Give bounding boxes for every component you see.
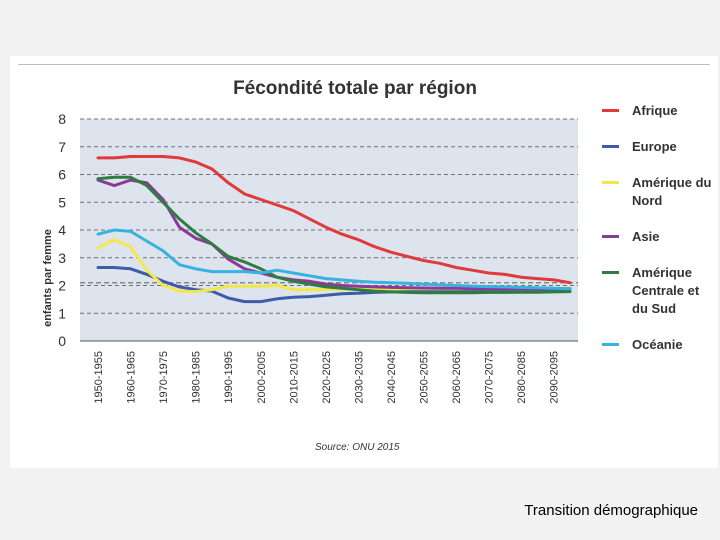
legend-label: Afrique — [632, 103, 678, 118]
x-tick-label: 2090-2095 — [549, 351, 561, 404]
x-tick-label: 2050-2055 — [419, 351, 431, 404]
legend-label: Amérique Centrale et du Sud — [632, 265, 700, 316]
y-tick-label: 8 — [58, 111, 66, 127]
legend-swatch — [602, 181, 619, 184]
x-tick-label: 2040-2045 — [386, 351, 398, 404]
y-axis-label: enfants par femme — [42, 229, 54, 327]
legend-label: Europe — [632, 139, 677, 154]
x-tick-label: 1970-1975 — [158, 351, 170, 404]
chart-title: Fécondité totale par région — [233, 78, 477, 99]
y-tick-label: 3 — [58, 250, 66, 266]
series-line-europe — [96, 266, 572, 304]
legend-label: Amérique du Nord — [632, 175, 712, 208]
legend-swatch — [602, 271, 619, 274]
x-tick-label: 2060-2065 — [451, 351, 463, 404]
x-tick-label: 1980-1985 — [191, 351, 203, 404]
series-line-asie — [96, 178, 572, 291]
x-tick-label: 2010-2015 — [288, 351, 300, 404]
legend-label: Asie — [632, 229, 660, 244]
slide-caption: Transition démographique — [524, 502, 698, 519]
chart: 0 1 2 3 4 5 6 7 8 1950-1955 1960-1965 1970-1975 1980… — [58, 111, 578, 404]
x-tick-label: 2030-2035 — [353, 351, 365, 404]
legend-swatch — [602, 235, 619, 238]
x-tick-label: 1950-1955 — [93, 351, 105, 404]
chart-panel: 0 1 2 3 4 5 6 7 8 1950-1955 1960-1965 1970-1975 1980… — [10, 56, 718, 468]
series-line-afrique — [96, 155, 572, 285]
legend-label: Océanie — [632, 337, 683, 352]
x-tick-label: 1960-1965 — [126, 351, 138, 404]
series-line-am-rique-centrale-et-du-sud — [96, 175, 572, 295]
y-tick-label: 7 — [58, 139, 66, 155]
legend-swatch — [602, 145, 619, 148]
x-tick-label: 1990-1995 — [223, 351, 235, 404]
x-tick-label: 2070-2075 — [484, 351, 496, 404]
y-tick-label: 1 — [58, 305, 66, 321]
x-tick-label: 2000-2005 — [256, 351, 268, 404]
legend-swatch — [602, 343, 619, 346]
y-tick-label: 5 — [58, 194, 66, 210]
x-tick-label: 2080-2085 — [516, 351, 528, 404]
y-tick-label: 4 — [58, 222, 66, 238]
divider — [18, 64, 710, 65]
x-tick-label: 2020-2025 — [321, 351, 333, 404]
y-tick-label: 0 — [58, 333, 66, 349]
chart-source: Source: ONU 2015 — [315, 442, 400, 453]
y-tick-label: 6 — [58, 167, 66, 183]
y-tick-label: 2 — [58, 278, 66, 294]
legend-swatch — [602, 109, 619, 112]
series-line-oc-anie — [96, 228, 572, 291]
